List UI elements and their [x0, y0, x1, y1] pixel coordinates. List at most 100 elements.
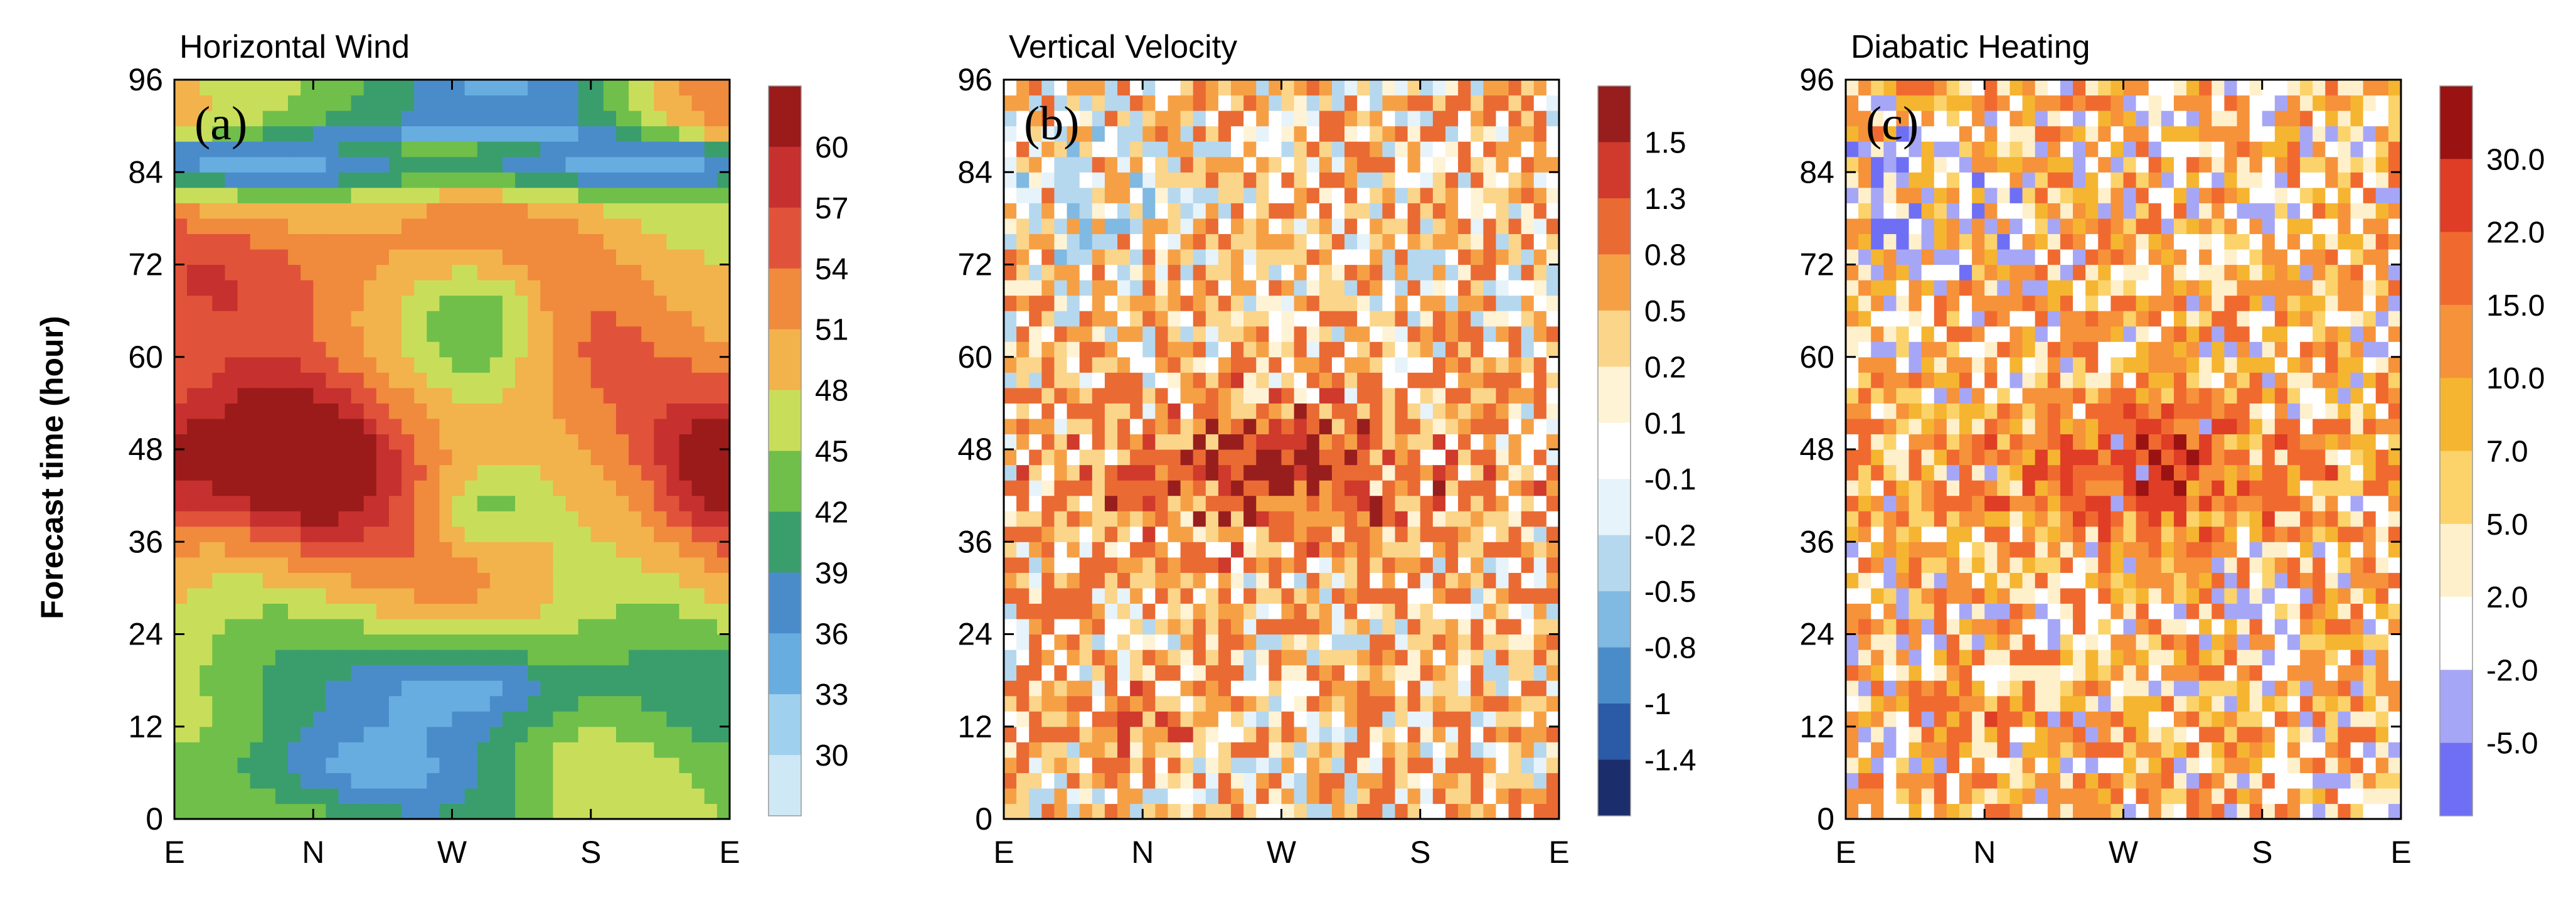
field-cell	[1483, 126, 1497, 142]
field-cell	[1984, 587, 1998, 604]
field-cell	[1908, 264, 1922, 281]
field-cell	[1016, 572, 1030, 589]
field-cell	[212, 650, 226, 666]
field-cell	[553, 418, 567, 435]
field-cell	[1067, 449, 1080, 466]
field-cell	[313, 511, 326, 527]
field-cell	[427, 280, 440, 296]
field-cell	[1281, 773, 1295, 789]
field-cell	[1858, 295, 1871, 311]
field-cell	[452, 141, 466, 158]
field-cell	[489, 495, 503, 511]
field-cell	[326, 110, 339, 127]
field-cell	[1067, 803, 1080, 820]
field-cell	[1029, 449, 1042, 466]
field-cell	[1858, 665, 1871, 681]
field-cell	[590, 218, 604, 235]
field-cell	[1067, 634, 1080, 650]
field-cell	[1370, 603, 1383, 619]
field-cell	[402, 511, 415, 527]
field-cell	[326, 295, 339, 311]
field-cell	[275, 449, 289, 466]
field-cell	[1521, 311, 1535, 327]
field-cell	[200, 311, 213, 327]
field-cell	[1972, 172, 1985, 188]
field-cell	[414, 773, 427, 789]
field-cell	[1871, 603, 1884, 619]
field-cell	[716, 757, 730, 773]
field-cell	[1092, 480, 1105, 496]
field-cell	[1420, 788, 1434, 805]
field-cell	[1180, 618, 1194, 635]
field-cell	[363, 372, 377, 388]
field-cell	[1972, 203, 1985, 219]
field-cell	[1029, 603, 1042, 619]
field-cell	[1231, 156, 1244, 173]
field-cell	[237, 280, 251, 296]
field-cell	[1142, 264, 1156, 281]
field-cell	[1029, 172, 1042, 188]
field-cell	[1896, 480, 1910, 496]
field-cell	[1041, 572, 1055, 589]
field-cell	[1155, 757, 1169, 773]
field-cell	[1029, 418, 1042, 435]
field-cell	[1432, 557, 1446, 573]
field-cell	[603, 603, 617, 619]
field-cell	[1357, 742, 1370, 758]
field-cell	[666, 187, 680, 203]
field-cell	[1092, 218, 1105, 235]
field-cell	[376, 80, 390, 96]
field-cell	[376, 156, 390, 173]
field-cell	[629, 495, 642, 511]
field-cell	[388, 295, 402, 311]
field-cell	[402, 187, 415, 203]
field-cell	[1946, 403, 1960, 419]
field-cell	[1420, 387, 1434, 404]
field-cell	[1319, 387, 1333, 404]
field-cell	[540, 326, 554, 342]
field-cell	[1959, 711, 1972, 727]
field-cell	[464, 156, 478, 173]
field-cell	[1243, 356, 1257, 373]
field-cell	[641, 233, 654, 250]
field-cell	[452, 249, 466, 265]
field-cell	[1231, 464, 1244, 481]
field-cell	[1445, 618, 1459, 635]
field-cell	[1256, 587, 1269, 604]
field-cell	[1205, 773, 1219, 789]
field-cell	[1458, 280, 1471, 296]
field-cell	[528, 326, 541, 342]
field-cell	[1004, 526, 1017, 542]
field-cell	[1997, 341, 2011, 358]
field-cell	[1508, 757, 1522, 773]
field-cell	[1092, 650, 1105, 666]
field-cell	[502, 434, 516, 450]
field-cell	[1041, 249, 1055, 265]
field-cell	[578, 311, 592, 327]
field-cell	[1231, 788, 1244, 805]
field-cell	[200, 326, 213, 342]
field-cell	[1092, 757, 1105, 773]
field-cell	[679, 203, 693, 219]
field-cell	[1395, 572, 1408, 589]
field-cell	[464, 557, 478, 573]
field-cell	[288, 495, 301, 511]
field-cell	[716, 587, 730, 604]
field-cell	[578, 495, 592, 511]
field-cell	[540, 126, 554, 142]
field-cell	[402, 387, 415, 404]
field-cell	[1004, 695, 1017, 712]
field-cell	[1458, 95, 1471, 111]
field-cell	[654, 295, 668, 311]
field-cell	[629, 295, 642, 311]
field-cell	[666, 387, 680, 404]
field-cell	[351, 788, 365, 805]
field-cell	[1496, 603, 1509, 619]
field-cell	[174, 788, 188, 805]
field-cell	[590, 203, 604, 219]
field-cell	[1004, 650, 1017, 666]
field-cell	[654, 126, 668, 142]
field-cell	[427, 187, 440, 203]
field-cell	[1370, 726, 1383, 742]
field-cell	[1193, 618, 1206, 635]
